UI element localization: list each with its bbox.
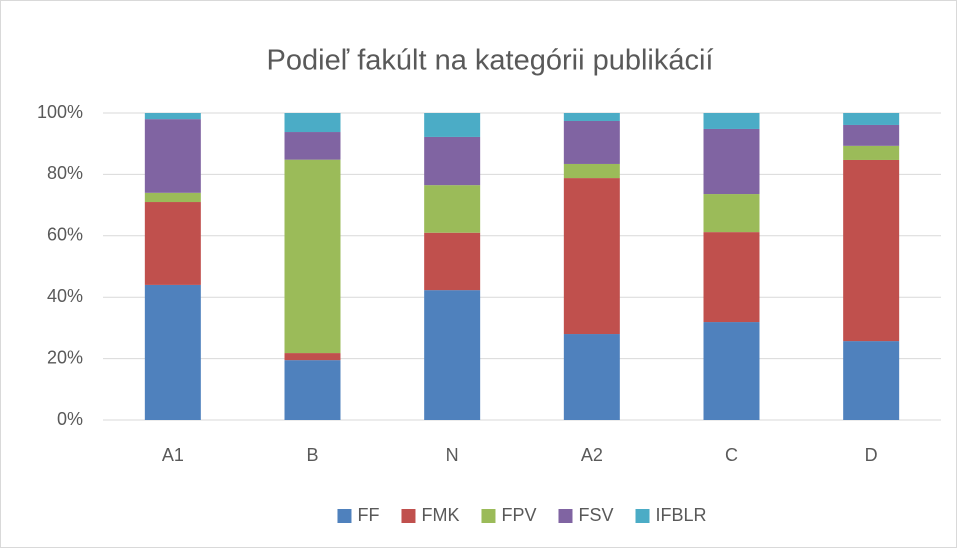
y-tick-label: 60% [47,225,83,245]
y-tick-label: 100% [37,102,83,122]
x-tick-label: B [306,445,318,465]
bar-segment [424,232,481,291]
bar-segment [563,334,620,420]
bar-segment [424,290,481,420]
y-tick-label: 0% [57,409,83,429]
y-tick-label: 80% [47,163,83,183]
bar-segment [703,232,760,323]
bar-segment [843,124,900,146]
bar-segment [563,163,620,179]
legend-label: FSV [578,505,613,525]
bar-segment [284,159,341,354]
bar-segment [144,119,201,193]
x-tick-label: N [446,445,459,465]
bar-segment [424,113,481,137]
bar-segment [284,132,341,160]
legend-label: FPV [501,505,536,525]
bar-segment [843,145,900,160]
bar-segment [424,136,481,186]
bar-segment [563,113,620,121]
bar-segment [563,120,620,164]
bar-segment [144,284,201,420]
bar-segment [284,353,341,361]
bar-segment [144,192,201,203]
bar-segment [144,202,201,285]
bar-segment [843,113,900,125]
bar-segment [424,185,481,233]
legend-label: FMK [421,505,459,525]
bar-segment [284,360,341,420]
chart-title: Podieľ fakúlt na kategórii publikácií [267,45,714,77]
legend-swatch [337,509,352,523]
bar-segment [284,113,341,133]
y-tick-label: 40% [47,286,83,306]
bar-segment [703,128,760,195]
x-tick-label: D [865,445,878,465]
bar-segment [563,178,620,335]
x-tick-label: A2 [581,445,603,465]
legend-swatch [635,509,650,523]
bar-segment [703,113,760,129]
legend-swatch [558,509,573,523]
legend-label: IFBLR [656,505,707,525]
bar-segment [144,113,201,120]
legend-swatch [401,509,416,523]
bar-segment [703,194,760,233]
bar-segment [703,322,760,420]
x-tick-label: A1 [162,445,184,465]
bar-segment [843,341,900,420]
bar-segment [843,159,900,342]
x-tick-label: C [725,445,738,465]
legend-swatch [481,509,496,523]
y-tick-label: 20% [47,347,83,367]
legend-label: FF [357,505,379,525]
